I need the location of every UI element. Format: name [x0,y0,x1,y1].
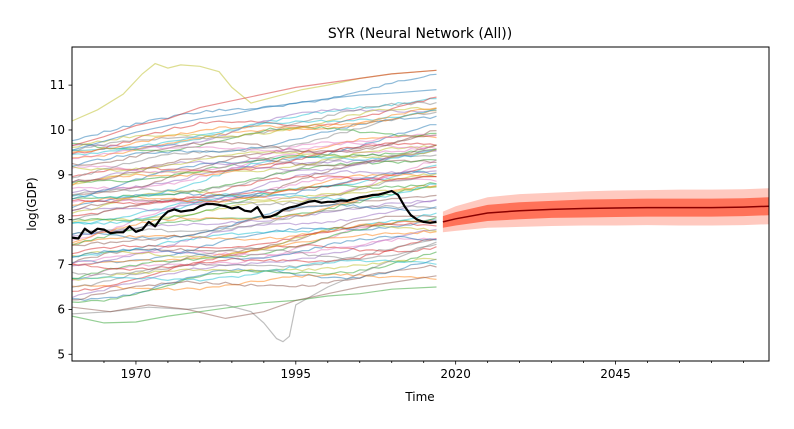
syr-history-line [72,189,437,240]
y-tick-label: 8 [57,213,65,227]
x-tick-label: 2045 [600,367,631,381]
x-tick-label: 1970 [121,367,152,381]
country-line [72,222,437,255]
country-line [72,107,437,153]
chart-title: SYR (Neural Network (All)) [328,26,512,42]
y-tick-label: 5 [57,347,65,361]
country-line [72,141,437,174]
country-line [72,106,437,148]
plot-area [72,62,769,343]
country-line [72,175,437,205]
y-tick-label: 11 [50,78,65,92]
x-tick-label: 1995 [281,367,312,381]
country-line [72,110,437,159]
y-axis: 5 6 7 8 9 10 11 [50,78,72,361]
country-line [72,264,437,301]
y-tick-label: 6 [57,302,65,316]
country-line [72,169,437,212]
highlight-layer [72,189,437,240]
country-line [72,257,437,281]
country-line [72,158,437,200]
x-tick-label: 2020 [440,367,471,381]
country-line [72,219,437,247]
country-line [72,89,437,151]
country-line [72,148,437,199]
x-axis-label: Time [404,390,434,404]
y-tick-label: 10 [50,123,65,137]
country-line [72,73,437,142]
country-line [72,144,437,185]
country-line [72,243,437,277]
forecast-median-line [442,205,769,223]
country-line [72,238,437,288]
country-line [72,286,437,324]
country-line [72,259,437,282]
country-line [72,148,437,172]
country-line [72,238,437,292]
plot-frame [71,46,770,362]
background-country-lines [72,62,437,343]
y-axis-label: log(GDP) [25,177,39,230]
country-line [72,148,437,184]
country-line [72,241,437,343]
country-line [72,134,437,166]
country-line [72,203,437,240]
country-line [72,230,437,266]
forecast-layer [442,188,769,233]
country-line [72,175,437,221]
y-tick-label: 7 [57,258,65,272]
country-line [72,111,437,179]
country-line [72,251,437,304]
country-line [72,62,437,122]
country-line [72,133,437,160]
country-line [72,235,437,260]
country-line [72,275,437,320]
country-line [72,273,437,291]
country-line [72,228,437,299]
country-line [72,69,437,147]
forecast-inner-band [442,197,769,228]
country-line [72,183,437,225]
y-tick-label: 9 [57,168,65,182]
x-axis: 1970 1995 2020 2045 [103,361,744,381]
